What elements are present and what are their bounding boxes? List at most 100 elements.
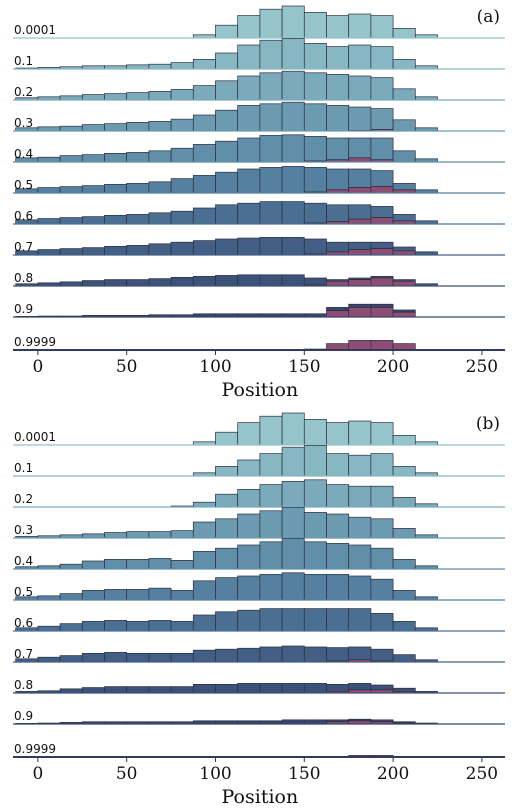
- bar: [303, 167, 327, 193]
- bar: [370, 137, 394, 161]
- bar: [215, 140, 239, 163]
- ridge-row: 0.6: [13, 201, 505, 225]
- row-label: 0.4: [14, 147, 33, 161]
- bar: [104, 246, 128, 256]
- bar: [348, 241, 372, 250]
- bar: [215, 547, 239, 570]
- bar: [281, 719, 305, 725]
- bar: [215, 466, 239, 477]
- bar: [281, 683, 305, 694]
- bar: [392, 590, 416, 601]
- bar: [148, 91, 172, 101]
- ridge-row: 0.9: [13, 709, 505, 725]
- bar: [237, 137, 261, 163]
- bar: [170, 653, 194, 663]
- bar: [370, 241, 394, 249]
- bar: [392, 150, 416, 163]
- bar: [59, 593, 83, 601]
- bar: [392, 528, 416, 539]
- bar: [281, 201, 305, 225]
- x-tick-label: 0: [32, 764, 43, 784]
- highlight-bar: [348, 218, 372, 225]
- bar: [303, 445, 327, 477]
- bar: [370, 648, 394, 662]
- bar: [348, 683, 372, 691]
- bar: [281, 572, 305, 601]
- bar: [170, 590, 194, 601]
- bar: [259, 683, 283, 694]
- bar: [104, 532, 128, 539]
- ridge-row: 0.9999: [13, 742, 505, 758]
- bar: [392, 214, 416, 222]
- row-label: 0.0001: [14, 23, 56, 37]
- highlight-bar: [370, 217, 394, 225]
- bar: [215, 684, 239, 694]
- bar: [326, 307, 350, 311]
- bar: [192, 144, 216, 163]
- bar: [148, 686, 172, 694]
- bar: [259, 574, 283, 601]
- bar: [192, 85, 216, 101]
- ridge-row: 0.8: [13, 678, 505, 694]
- x-tick-label: 100: [199, 764, 231, 784]
- ridge-row: 0.3: [13, 507, 505, 539]
- bar: [303, 479, 327, 508]
- bar: [59, 248, 83, 256]
- ridge-row: 0.7: [13, 645, 505, 663]
- row-label: 0.8: [14, 271, 33, 285]
- bar: [281, 446, 305, 477]
- highlight-bar: [348, 157, 372, 163]
- bar: [370, 170, 394, 187]
- bar: [237, 168, 261, 194]
- bar: [192, 501, 216, 508]
- bar: [370, 684, 394, 691]
- bar: [237, 75, 261, 101]
- bar: [370, 108, 394, 130]
- bar: [259, 646, 283, 663]
- bar: [326, 647, 350, 662]
- bar: [348, 420, 372, 446]
- highlight-bar: [348, 187, 372, 194]
- bar: [148, 531, 172, 539]
- row-label: 0.9: [14, 302, 33, 316]
- bar: [59, 655, 83, 663]
- bar: [81, 653, 105, 663]
- bar: [81, 590, 105, 601]
- bar: [148, 63, 172, 70]
- bar: [215, 52, 239, 70]
- bar: [170, 178, 194, 194]
- bar: [37, 656, 61, 663]
- bar: [81, 560, 105, 570]
- x-axis-label: Position: [222, 379, 299, 401]
- ridge-row: 0.1: [13, 445, 505, 477]
- bar: [170, 560, 194, 570]
- ridge-row: 0.4: [13, 134, 505, 163]
- bar: [215, 275, 239, 287]
- highlight-bar: [370, 186, 394, 194]
- bar: [215, 24, 239, 39]
- bar: [215, 518, 239, 539]
- bar: [303, 646, 327, 663]
- bar: [326, 574, 350, 601]
- row-label: 0.2: [14, 492, 33, 506]
- bar: [281, 507, 305, 539]
- bar: [370, 518, 394, 539]
- bar: [326, 204, 350, 222]
- bar: [259, 274, 283, 287]
- bar: [192, 521, 216, 539]
- bar: [215, 238, 239, 256]
- bar: [237, 647, 261, 663]
- row-label: 0.2: [14, 85, 33, 99]
- bar: [104, 184, 128, 194]
- row-label: 0.8: [14, 678, 33, 692]
- bar: [237, 44, 261, 70]
- row-label: 0.7: [14, 647, 33, 661]
- bar: [170, 118, 194, 132]
- bar: [215, 204, 239, 225]
- bar: [370, 453, 394, 477]
- bar: [192, 276, 216, 287]
- bar: [59, 125, 83, 132]
- bar: [281, 134, 305, 163]
- bar: [303, 43, 327, 70]
- bar: [215, 648, 239, 663]
